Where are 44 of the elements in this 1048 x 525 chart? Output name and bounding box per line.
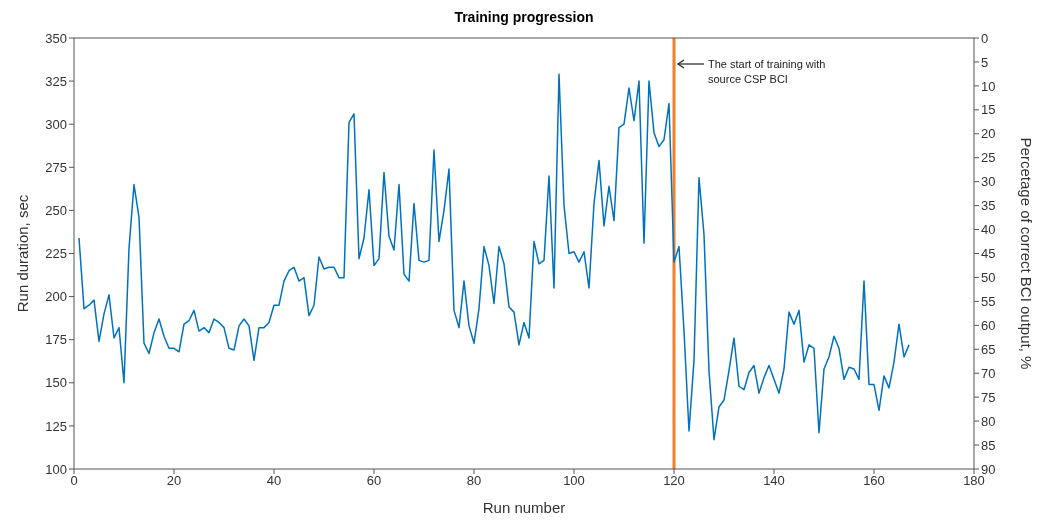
- y-axis-title: Run duration, sec: [13, 194, 31, 313]
- x-tick-label: 140: [763, 473, 785, 489]
- x-tick-label: 0: [70, 473, 78, 489]
- y-tick-label: 150: [45, 375, 67, 391]
- y2-tick-label: 60: [981, 317, 996, 333]
- x-tick-label: 40: [266, 473, 282, 489]
- x-tick-label: 80: [466, 473, 482, 489]
- y2-tick-label: 25: [981, 150, 996, 166]
- y2-axis-title: Percetage of correct BCI output, %: [1017, 137, 1035, 370]
- y2-tick-label: 45: [981, 246, 996, 262]
- y2-tick-label: 70: [981, 365, 996, 381]
- y2-tick-label: 35: [981, 198, 996, 214]
- y-tick-label: 200: [45, 289, 67, 305]
- x-tick-label: 60: [366, 473, 382, 489]
- y2-tick-label: 80: [981, 413, 996, 429]
- y2-tick-label: 15: [981, 102, 996, 118]
- y2-tick-label: 65: [981, 341, 996, 357]
- x-tick-label: 160: [863, 473, 885, 489]
- y2-tick-label: 55: [981, 294, 996, 309]
- x-tick-label: 20: [166, 473, 182, 489]
- x-tick-label: 100: [563, 473, 585, 489]
- y2-tick-label: 85: [981, 437, 996, 453]
- line-series: [78, 73, 910, 441]
- y-tick-label: 275: [45, 159, 67, 175]
- y2-tick-label: 10: [981, 78, 996, 94]
- y-tick-label: 325: [45, 73, 67, 89]
- y-tick-label: 100: [45, 461, 67, 477]
- y2-tick-label: 50: [981, 270, 996, 286]
- y-tick-label: 250: [45, 203, 67, 219]
- y-tick-label: 175: [45, 332, 67, 348]
- y2-tick-label: 75: [981, 389, 996, 405]
- y2-tick-label: 5: [981, 54, 989, 70]
- y2-tick-label: 30: [981, 174, 996, 190]
- y2-tick-label: 0: [981, 30, 989, 46]
- x-axis-title: Run number: [482, 499, 566, 516]
- y-tick-label: 225: [45, 246, 67, 262]
- x-tick-label: 120: [663, 473, 685, 489]
- y-tick-label: 300: [45, 116, 67, 132]
- y-tick-label: 350: [45, 30, 67, 46]
- ref-line-label: The start of training with source CSP BCI: [708, 58, 826, 85]
- y2-tick-label: 20: [981, 126, 996, 142]
- y-tick-label: 125: [45, 418, 67, 434]
- chart-title: Training progression: [453, 8, 595, 26]
- y2-tick-label: 40: [981, 222, 996, 238]
